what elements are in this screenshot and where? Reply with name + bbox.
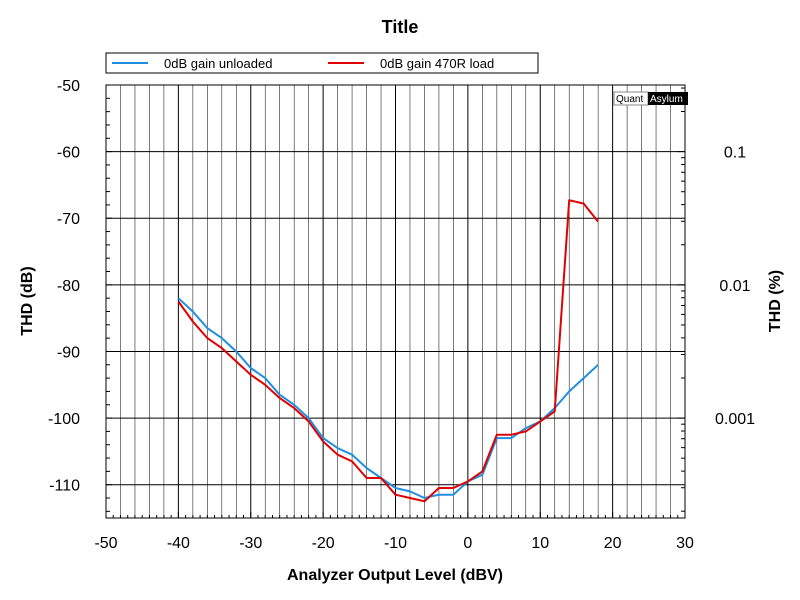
- x-axis-tick-labels: -50 -40 -30 -20 -10 0 10 20 30: [94, 535, 694, 552]
- y-axis-tick-labels: -50 -60 -70 -80 -90 -100 -110: [48, 78, 80, 495]
- legend-label-470r: 0dB gain 470R load: [380, 56, 494, 71]
- legend-label-unloaded: 0dB gain unloaded: [164, 56, 272, 71]
- chart-title: Title: [382, 17, 419, 37]
- y2-tick-label: 0.001: [715, 411, 755, 428]
- x-tick-label: 10: [531, 535, 549, 552]
- series-layer: [177, 199, 599, 503]
- y-tick-label: -60: [57, 145, 80, 162]
- quantasylum-logo: Quant Asylum: [613, 91, 688, 106]
- x-tick-label: -20: [312, 535, 335, 552]
- x-tick-label: -30: [239, 535, 262, 552]
- brand-right: Asylum: [650, 94, 683, 105]
- x-tick-label: -50: [94, 535, 117, 552]
- x-axis-label: Analyzer Output Level (dBV): [287, 567, 503, 584]
- legend: 0dB gain unloaded 0dB gain 470R load: [105, 52, 539, 74]
- series-line-unloaded: [177, 297, 599, 499]
- y-axis-label: THD (dB): [19, 266, 36, 335]
- y2-tick-label: 0.1: [724, 145, 746, 162]
- y-tick-label: -110: [49, 478, 80, 495]
- x-tick-label: 20: [604, 535, 622, 552]
- y2-tick-label: 0.01: [719, 278, 750, 295]
- legend-box: [105, 52, 539, 74]
- y2-axis-tick-labels: 0.1 0.01 0.001: [715, 145, 755, 428]
- y-tick-label: -70: [57, 211, 80, 228]
- minor-grid: [120, 85, 671, 518]
- brand-left: Quant: [616, 94, 643, 105]
- y-tick-label: -100: [48, 411, 80, 428]
- y2-axis-label: THD (%): [767, 270, 784, 332]
- y-tick-label: -90: [57, 344, 80, 361]
- x-tick-label: -10: [384, 535, 407, 552]
- x-tick-label: -40: [167, 535, 190, 552]
- x-tick-label: 0: [463, 535, 472, 552]
- series-line-470r-load: [177, 199, 599, 503]
- axis-ticks: [105, 84, 686, 518]
- y-tick-label: -80: [57, 278, 80, 295]
- y-tick-label: -50: [57, 78, 80, 95]
- x-tick-label: 30: [676, 535, 694, 552]
